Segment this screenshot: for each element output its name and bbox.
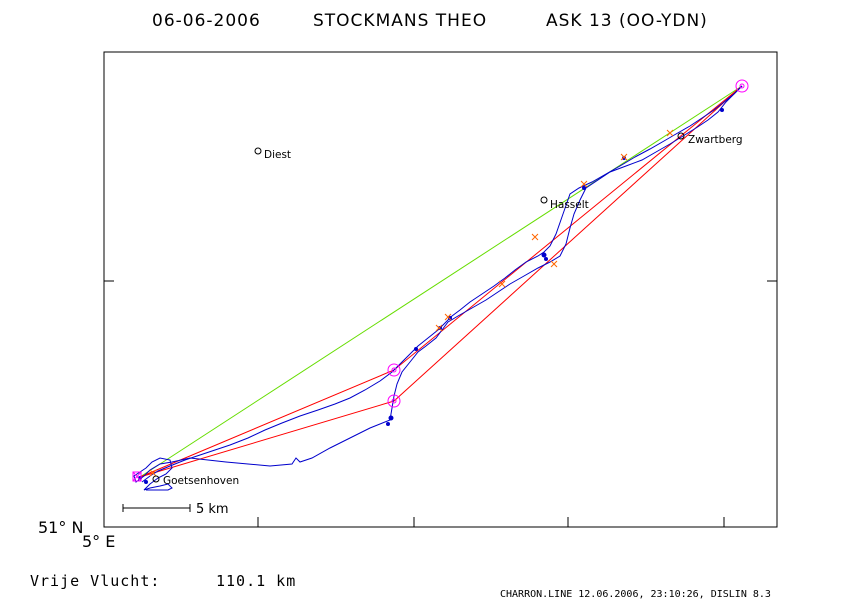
turnpoint-markers <box>132 79 749 482</box>
footer-info: CHARRON.LINE 12.06.2006, 23:10:26, DISLI… <box>500 589 771 600</box>
flight-track <box>141 85 743 483</box>
pilot-name: STOCKMANS THEO <box>313 11 487 31</box>
place-marker-goetsenhoven <box>152 475 160 483</box>
latitude-label: 51° N <box>38 518 83 537</box>
place-marker-zwartberg <box>677 132 685 140</box>
turnpoint-tp1 <box>387 363 401 377</box>
flight-track-return <box>133 85 743 491</box>
turnpoint-tp2 <box>735 79 749 93</box>
place-label-zwartberg: Zwartberg <box>688 134 743 146</box>
track-fixes <box>138 108 724 484</box>
frame-ticks <box>104 280 777 527</box>
place-marker-diest <box>254 147 262 155</box>
flight-date: 06-06-2006 <box>152 11 261 31</box>
plot-frame <box>103 51 778 528</box>
result-label: Vrije Vlucht: <box>30 572 160 590</box>
photo-fixes <box>149 129 674 477</box>
longitude-label: 5° E <box>82 532 115 551</box>
place-label-hasselt: Hasselt <box>550 199 589 211</box>
result-value: 110.1 km <box>216 572 296 590</box>
place-label-goetsenhoven: Goetsenhoven <box>163 475 239 487</box>
direct-line <box>139 85 743 478</box>
place-marker-hasselt <box>540 196 548 204</box>
scale-label: 5 km <box>196 502 229 517</box>
scale-bar <box>122 504 191 512</box>
place-label-diest: Diest <box>264 149 291 161</box>
turnpoint-start <box>132 471 142 482</box>
glider-name: ASK 13 (OO-YDN) <box>546 11 708 31</box>
turnpoint-tp3 <box>387 394 401 408</box>
place-markers <box>152 132 685 483</box>
